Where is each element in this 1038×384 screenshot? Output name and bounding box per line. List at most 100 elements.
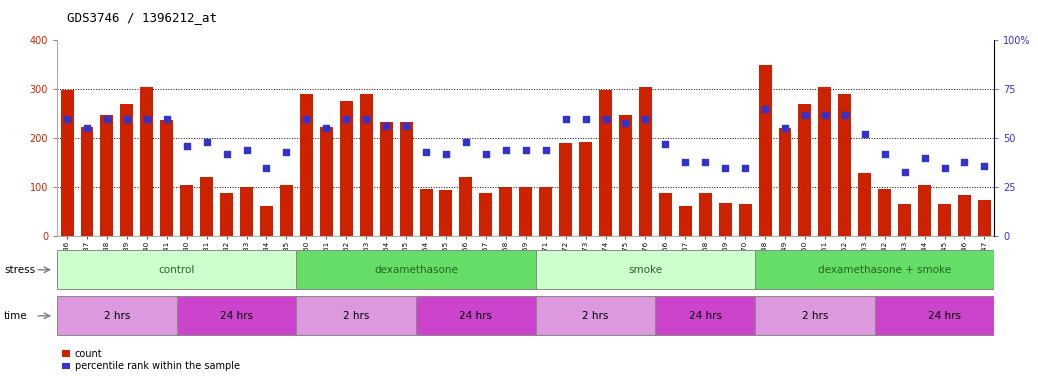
Point [398,123,414,129]
Point [696,159,713,165]
Point [338,116,355,122]
Text: 24 hrs: 24 hrs [460,311,492,321]
Text: 2 hrs: 2 hrs [343,311,370,321]
Point [817,112,834,118]
Bar [858,172,871,236]
Text: dexamethasone: dexamethasone [374,265,458,275]
Text: 24 hrs: 24 hrs [689,311,721,321]
Bar [938,204,951,236]
Point [198,139,215,145]
Text: 2 hrs: 2 hrs [104,311,130,321]
Bar [978,200,991,236]
Bar [260,206,273,236]
Bar [280,185,293,236]
Point [179,143,195,149]
Bar [699,193,712,236]
Text: 2 hrs: 2 hrs [801,311,828,321]
Point [298,116,315,122]
Point [677,159,693,165]
Point [59,116,76,122]
Text: time: time [4,311,28,321]
Bar [140,87,154,236]
FancyBboxPatch shape [57,296,176,335]
Bar [400,122,412,236]
Legend: count, percentile rank within the sample: count, percentile rank within the sample [62,349,240,371]
FancyBboxPatch shape [755,250,1014,289]
Text: GDS3746 / 1396212_at: GDS3746 / 1396212_at [67,12,218,25]
Bar [718,203,732,236]
Point [138,116,155,122]
Point [557,116,574,122]
Point [378,123,394,129]
Bar [818,87,831,236]
Point [239,147,255,153]
FancyBboxPatch shape [297,296,416,335]
Point [278,149,295,155]
Bar [81,127,93,236]
Point [637,116,654,122]
Bar [839,94,851,236]
Point [458,139,474,145]
Bar [759,65,771,236]
Bar [798,104,812,236]
Point [477,151,494,157]
Point [597,116,613,122]
Point [99,116,115,122]
Bar [380,122,392,236]
Bar [60,90,74,236]
Point [118,116,135,122]
Point [956,159,973,165]
FancyBboxPatch shape [176,296,297,335]
Bar [619,115,632,236]
Bar [559,143,572,236]
Point [737,164,754,170]
Text: stress: stress [4,265,35,275]
Bar [499,187,513,236]
Point [318,125,334,131]
Bar [339,101,353,236]
Point [897,169,913,175]
Bar [419,189,433,236]
Text: dexamethasone + smoke: dexamethasone + smoke [818,265,951,275]
Bar [480,193,492,236]
Point [936,164,953,170]
Bar [320,127,333,236]
FancyBboxPatch shape [536,250,755,289]
Bar [679,206,691,236]
Bar [360,94,373,236]
Bar [240,187,253,236]
Bar [659,193,672,236]
Point [717,164,734,170]
Bar [439,190,453,236]
Text: smoke: smoke [628,265,662,275]
Bar [739,204,752,236]
Point [538,147,554,153]
Bar [778,128,792,236]
FancyBboxPatch shape [297,250,536,289]
FancyBboxPatch shape [655,296,755,335]
Text: 24 hrs: 24 hrs [220,311,253,321]
Bar [200,177,213,236]
Point [358,116,375,122]
Point [258,164,275,170]
Bar [101,115,113,236]
Bar [519,187,532,236]
Bar [181,185,193,236]
Bar [639,87,652,236]
Point [618,119,634,126]
Bar [898,204,911,236]
Bar [160,120,173,236]
Bar [539,187,552,236]
Point [438,151,455,157]
Point [796,112,813,118]
Point [577,116,594,122]
Bar [958,195,971,236]
Point [159,116,175,122]
Bar [460,177,472,236]
Point [657,141,674,147]
FancyBboxPatch shape [536,296,655,335]
Text: control: control [159,265,195,275]
Point [856,131,873,137]
Point [517,147,534,153]
Bar [579,142,592,236]
